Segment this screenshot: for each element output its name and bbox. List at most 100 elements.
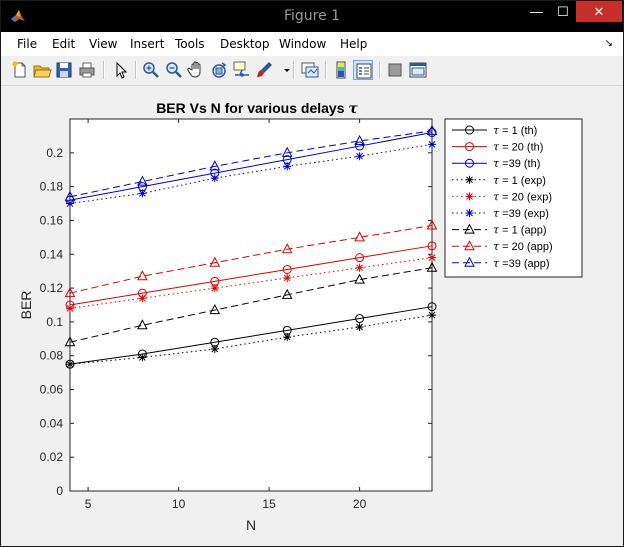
y-tick-label: 0.12 bbox=[40, 281, 64, 295]
y-tick-label: 0.04 bbox=[40, 416, 64, 430]
link-plot-icon[interactable] bbox=[300, 60, 320, 80]
data-point-triangle bbox=[464, 223, 475, 234]
menu-file[interactable]: File bbox=[17, 37, 38, 51]
minimize-button[interactable]: — bbox=[530, 4, 543, 19]
data-point-triangle bbox=[209, 160, 221, 171]
series-4 bbox=[66, 311, 436, 369]
y-tick-label: 0.02 bbox=[40, 450, 64, 464]
save-icon[interactable] bbox=[54, 60, 74, 80]
window-title: Figure 1 bbox=[283, 8, 341, 24]
data-point-star bbox=[355, 322, 364, 331]
series-line bbox=[69, 132, 433, 201]
data-cursor-icon[interactable] bbox=[232, 60, 252, 80]
pan-hand-icon[interactable] bbox=[187, 60, 207, 80]
menu-edit[interactable]: Edit bbox=[52, 37, 76, 51]
y-tick-label: 0.16 bbox=[40, 213, 64, 227]
series-8 bbox=[64, 219, 438, 298]
y-tick-label: 0.14 bbox=[40, 247, 64, 261]
legend-entry[interactable]: τ = 20 (app) bbox=[452, 240, 553, 253]
data-point-star bbox=[428, 253, 436, 262]
data-point-star bbox=[283, 162, 292, 171]
title-bar[interactable]: Figure 1 — ☐ ✕ bbox=[1, 1, 623, 32]
legend-entry[interactable]: τ =39 (exp) bbox=[452, 207, 549, 220]
legend-icon[interactable] bbox=[353, 60, 373, 80]
maximize-button[interactable]: ☐ bbox=[557, 4, 569, 19]
zoom-in-icon[interactable] bbox=[141, 60, 161, 80]
dock-arrow-icon[interactable]: ↘ bbox=[604, 38, 613, 49]
series-6 bbox=[66, 140, 436, 208]
data-point-star bbox=[283, 273, 292, 282]
data-point-star bbox=[465, 209, 474, 217]
data-point-star bbox=[138, 189, 147, 198]
menu-insert[interactable]: Insert bbox=[130, 37, 165, 51]
menu-help[interactable]: Help bbox=[340, 37, 368, 51]
open-file-icon[interactable] bbox=[32, 60, 52, 80]
legend[interactable]: τ = 1 (th) τ = 20 (th) τ =39 (th) τ = 1 (ex… bbox=[444, 118, 583, 278]
ber-chart[interactable]: BER Vs N for various delays τ 5 10 15 20 0 0.… bbox=[9, 93, 616, 539]
toolbar-separator bbox=[325, 61, 327, 79]
toolbar-separator bbox=[103, 61, 105, 79]
legend-entry[interactable]: τ = 1 (app) bbox=[452, 223, 546, 237]
zoom-out-icon[interactable] bbox=[164, 60, 184, 80]
data-point-triangle bbox=[281, 146, 293, 157]
data-point-star bbox=[465, 192, 474, 201]
data-point-triangle bbox=[426, 261, 438, 272]
show-plot-tools-icon[interactable] bbox=[408, 60, 428, 80]
data-point-triangle bbox=[64, 336, 76, 347]
data-point-triangle bbox=[464, 240, 475, 251]
menu-view[interactable]: View bbox=[89, 37, 118, 51]
legend-entry[interactable]: τ =39 (app) bbox=[452, 256, 550, 270]
data-point-star bbox=[66, 304, 74, 313]
data-point-circle bbox=[465, 158, 474, 168]
data-point-star bbox=[465, 175, 474, 184]
rotate-3d-icon[interactable] bbox=[209, 60, 229, 80]
data-point-triangle bbox=[464, 256, 475, 267]
print-icon[interactable] bbox=[77, 60, 97, 80]
data-point-star bbox=[138, 353, 147, 362]
edit-plot-arrow-icon[interactable] bbox=[111, 60, 131, 80]
chart-title: BER Vs N for various delays τ bbox=[156, 100, 358, 117]
hide-plot-tools-icon[interactable] bbox=[385, 60, 405, 80]
close-button[interactable]: ✕ bbox=[576, 1, 622, 22]
matlab-logo-icon bbox=[11, 10, 25, 22]
data-point-triangle bbox=[354, 231, 365, 242]
data-point-circle bbox=[355, 141, 365, 151]
legend-entry[interactable]: τ = 1 (exp) bbox=[452, 174, 546, 187]
data-point-star bbox=[138, 294, 147, 303]
series-9 bbox=[64, 124, 438, 201]
legend-entry[interactable]: τ = 1 (th) bbox=[452, 124, 537, 137]
menu-tools[interactable]: Tools bbox=[175, 37, 205, 51]
menu-desktop[interactable]: Desktop bbox=[220, 37, 270, 51]
new-figure-icon[interactable] bbox=[10, 60, 30, 80]
data-point-triangle bbox=[426, 219, 438, 230]
menu-bar: File Edit View Insert Tools Desktop Wind… bbox=[1, 32, 623, 56]
brush-icon[interactable] bbox=[254, 60, 274, 80]
x-tick-label: 20 bbox=[353, 497, 367, 511]
data-point-circle bbox=[427, 241, 437, 251]
x-axis-label: N bbox=[246, 517, 256, 533]
figure-toolbar bbox=[1, 56, 623, 86]
x-tick-label: 15 bbox=[262, 497, 276, 511]
data-point-triangle bbox=[137, 175, 148, 186]
colorbar-icon[interactable] bbox=[331, 60, 351, 80]
data-point-star bbox=[355, 263, 364, 272]
data-point-triangle bbox=[137, 270, 148, 281]
data-point-circle bbox=[465, 142, 474, 152]
x-tick-label: 10 bbox=[172, 497, 186, 511]
legend-label: τ =39 (app) bbox=[493, 257, 550, 270]
menu-window[interactable]: Window bbox=[279, 37, 327, 51]
series-line bbox=[69, 306, 433, 365]
legend-label: τ = 1 (exp) bbox=[493, 174, 546, 187]
toolbar-separator bbox=[135, 61, 137, 79]
legend-entry[interactable]: τ =39 (th) bbox=[452, 157, 540, 170]
legend-entry[interactable]: τ = 20 (th) bbox=[452, 141, 543, 154]
plot-area bbox=[69, 118, 433, 492]
x-tick-label: 5 bbox=[85, 497, 92, 511]
data-point-triangle bbox=[281, 243, 293, 254]
legend-label: τ = 20 (exp) bbox=[493, 190, 552, 203]
data-point-star bbox=[428, 311, 436, 320]
dropdown-arrow-icon[interactable] bbox=[277, 60, 290, 80]
y-axis-label: BER bbox=[18, 291, 34, 320]
legend-entry[interactable]: τ = 20 (exp) bbox=[452, 190, 552, 203]
